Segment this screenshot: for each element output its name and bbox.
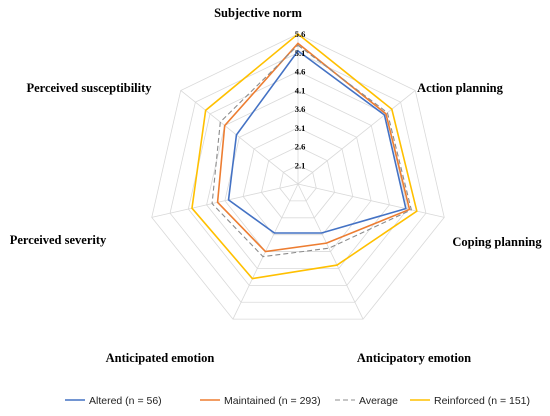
grid-ring (261, 146, 335, 219)
axis-labels: Subjective norm Action planning Coping pla… (10, 6, 543, 365)
series-line-maintained (216, 42, 411, 253)
grid-ring (151, 33, 445, 320)
grid-ring (224, 108, 372, 252)
series-line-reinforced (191, 32, 418, 280)
axis-label-subjective-norm: Subjective norm (214, 6, 302, 20)
tick-label: 4.1 (295, 85, 306, 95)
tick-label: 3.1 (295, 123, 306, 133)
series-line-average (211, 44, 412, 258)
axis-label-anticipatory-emotion: Anticipatory emotion (357, 351, 471, 365)
legend-entry: Reinforced (n = 151) (434, 395, 530, 407)
legend-entry: Maintained (n = 293) (224, 395, 321, 407)
grid-spoke (297, 183, 445, 218)
grid-ring (279, 164, 317, 202)
grid-spoke (297, 90, 416, 185)
series-layer (191, 32, 418, 280)
grid-spoke (297, 183, 364, 320)
axis-label-action-planning: Action planning (417, 81, 504, 95)
tick-labels: 2.1 2.6 3.1 3.6 4.1 4.6 5.1 5.6 (295, 29, 306, 170)
series-line-altered (227, 49, 407, 234)
grid-spoke (180, 90, 299, 185)
grid-ring (169, 52, 427, 303)
legend-entry: Average (359, 395, 398, 407)
grid-ring (242, 127, 354, 236)
legend-entry: Altered (n = 56) (89, 395, 162, 407)
axis-label-coping-planning: Coping planning (452, 235, 542, 249)
grid-ring (206, 89, 390, 269)
axis-label-anticipated-emotion: Anticipated emotion (106, 351, 215, 365)
axis-label-perceived-susceptibility: Perceived susceptibility (26, 81, 152, 95)
tick-label: 5.6 (295, 29, 306, 39)
legend: Altered (n = 56) Maintained (n = 293) Aver… (65, 395, 530, 407)
tick-label: 4.6 (295, 67, 306, 77)
tick-label: 3.6 (295, 104, 306, 114)
tick-label: 5.1 (295, 48, 306, 58)
tick-label: 2.1 (295, 160, 306, 170)
tick-label: 2.6 (295, 142, 306, 152)
grid-spoke (151, 183, 299, 218)
axis-label-perceived-severity: Perceived severity (10, 233, 107, 247)
